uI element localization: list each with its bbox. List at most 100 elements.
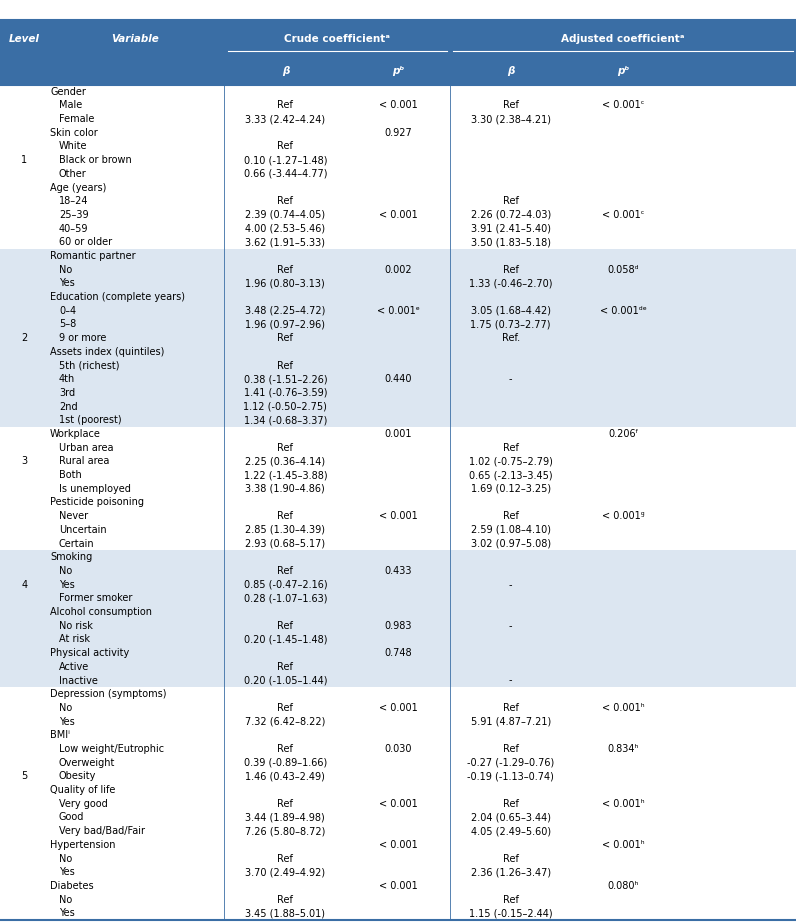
Text: Yes: Yes bbox=[59, 908, 75, 918]
Text: -0.19 (-1.13–0.74): -0.19 (-1.13–0.74) bbox=[467, 772, 554, 781]
Text: 1.33 (-0.46–2.70): 1.33 (-0.46–2.70) bbox=[469, 278, 552, 289]
Text: < 0.001ʰ: < 0.001ʰ bbox=[602, 798, 645, 809]
Text: < 0.001: < 0.001 bbox=[379, 881, 417, 891]
Text: Ref: Ref bbox=[278, 511, 293, 521]
Text: Ref: Ref bbox=[278, 100, 293, 111]
Text: 1.15 (-0.15–2.44): 1.15 (-0.15–2.44) bbox=[469, 908, 552, 918]
Bar bbox=[0, 317, 796, 331]
Text: 3rd: 3rd bbox=[59, 388, 75, 398]
Text: 18–24: 18–24 bbox=[59, 196, 88, 207]
Text: 3.30 (2.38–4.21): 3.30 (2.38–4.21) bbox=[470, 114, 551, 124]
Text: Ref: Ref bbox=[278, 141, 293, 151]
Text: 2.04 (0.65–3.44): 2.04 (0.65–3.44) bbox=[470, 812, 551, 822]
Text: Hypertension: Hypertension bbox=[50, 840, 115, 850]
Text: 3.44 (1.89–4.98): 3.44 (1.89–4.98) bbox=[245, 812, 326, 822]
Text: Both: Both bbox=[59, 470, 82, 480]
Text: No: No bbox=[59, 566, 72, 576]
Text: Ref: Ref bbox=[278, 662, 293, 672]
Text: 2: 2 bbox=[21, 333, 27, 343]
Text: Black or brown: Black or brown bbox=[59, 155, 131, 165]
Text: Alcohol consumption: Alcohol consumption bbox=[50, 607, 152, 617]
Text: β: β bbox=[282, 66, 289, 76]
Text: Ref.: Ref. bbox=[501, 333, 520, 343]
Text: -: - bbox=[509, 676, 513, 686]
Text: Adjusted coefficientᵃ: Adjusted coefficientᵃ bbox=[561, 34, 685, 43]
Bar bbox=[0, 85, 796, 99]
Bar bbox=[0, 728, 796, 742]
Text: Male: Male bbox=[59, 100, 82, 111]
Text: 0.28 (-1.07–1.63): 0.28 (-1.07–1.63) bbox=[244, 594, 327, 603]
Text: Ref: Ref bbox=[278, 703, 293, 713]
Text: 4: 4 bbox=[21, 580, 27, 590]
Text: 4.00 (2.53–5.46): 4.00 (2.53–5.46) bbox=[245, 224, 326, 233]
Text: 25–39: 25–39 bbox=[59, 210, 88, 220]
Text: Ref: Ref bbox=[278, 361, 293, 371]
Text: 1.34 (-0.68–3.37): 1.34 (-0.68–3.37) bbox=[244, 415, 327, 425]
Text: 0.440: 0.440 bbox=[384, 374, 412, 384]
Text: Ref: Ref bbox=[278, 443, 293, 453]
Bar bbox=[0, 386, 796, 400]
Bar bbox=[0, 99, 796, 112]
Text: White: White bbox=[59, 141, 88, 151]
Text: 4.05 (2.49–5.60): 4.05 (2.49–5.60) bbox=[470, 826, 551, 836]
Text: Ref: Ref bbox=[503, 744, 518, 754]
Text: Assets index (quintiles): Assets index (quintiles) bbox=[50, 347, 165, 357]
Bar bbox=[0, 742, 796, 756]
Bar bbox=[0, 578, 796, 592]
Text: -0.27 (-1.29–0.76): -0.27 (-1.29–0.76) bbox=[467, 758, 554, 768]
Text: Yes: Yes bbox=[59, 716, 75, 727]
Text: Ref: Ref bbox=[278, 894, 293, 904]
Bar bbox=[0, 605, 796, 619]
Text: 0.65 (-2.13–3.45): 0.65 (-2.13–3.45) bbox=[469, 470, 552, 480]
Text: Pesticide poisoning: Pesticide poisoning bbox=[50, 498, 144, 507]
Bar bbox=[0, 455, 796, 468]
Text: Ref: Ref bbox=[503, 703, 518, 713]
Bar bbox=[0, 112, 796, 126]
Bar bbox=[0, 592, 796, 605]
Bar bbox=[0, 263, 796, 277]
Text: Ref: Ref bbox=[503, 798, 518, 809]
Text: At risk: At risk bbox=[59, 634, 90, 644]
Text: Inactive: Inactive bbox=[59, 676, 98, 686]
Text: 0.030: 0.030 bbox=[384, 744, 412, 754]
Bar bbox=[0, 304, 796, 317]
Text: -: - bbox=[509, 580, 513, 590]
Bar bbox=[0, 770, 796, 783]
Text: No: No bbox=[59, 894, 72, 904]
Text: 1: 1 bbox=[21, 155, 27, 165]
Text: Ref: Ref bbox=[503, 443, 518, 453]
Bar bbox=[0, 482, 796, 496]
Bar bbox=[0, 523, 796, 537]
Text: 4th: 4th bbox=[59, 374, 75, 384]
Bar bbox=[0, 208, 796, 222]
Text: 40–59: 40–59 bbox=[59, 224, 88, 233]
Text: 0.834ʰ: 0.834ʰ bbox=[607, 744, 639, 754]
Text: Female: Female bbox=[59, 114, 94, 124]
Text: 0.983: 0.983 bbox=[384, 621, 412, 631]
Text: 1.22 (-1.45–3.88): 1.22 (-1.45–3.88) bbox=[244, 470, 327, 480]
Text: -: - bbox=[509, 621, 513, 631]
Text: 1.96 (0.97–2.96): 1.96 (0.97–2.96) bbox=[245, 319, 326, 329]
Bar bbox=[0, 345, 796, 359]
Text: 3.70 (2.49–4.92): 3.70 (2.49–4.92) bbox=[245, 868, 326, 877]
Text: Physical activity: Physical activity bbox=[50, 648, 130, 658]
Text: Very good: Very good bbox=[59, 798, 107, 809]
Text: < 0.001: < 0.001 bbox=[379, 511, 417, 521]
Text: Yes: Yes bbox=[59, 278, 75, 289]
Text: 3.62 (1.91–5.33): 3.62 (1.91–5.33) bbox=[245, 237, 326, 247]
Bar bbox=[0, 838, 796, 852]
Text: < 0.001ᵉ: < 0.001ᵉ bbox=[377, 306, 419, 315]
Text: 3.45 (1.88–5.01): 3.45 (1.88–5.01) bbox=[245, 908, 326, 918]
Text: Ref: Ref bbox=[278, 265, 293, 275]
Text: Certain: Certain bbox=[59, 538, 95, 549]
Text: Is unemployed: Is unemployed bbox=[59, 484, 131, 494]
Bar bbox=[0, 701, 796, 715]
Text: < 0.001ᵍ: < 0.001ᵍ bbox=[602, 511, 645, 521]
Text: 5th (richest): 5th (richest) bbox=[59, 361, 119, 371]
Text: 7.32 (6.42–8.22): 7.32 (6.42–8.22) bbox=[245, 716, 326, 727]
Text: 0.206ᶠ: 0.206ᶠ bbox=[608, 429, 638, 439]
Text: 1.12 (-0.50–2.75): 1.12 (-0.50–2.75) bbox=[244, 402, 327, 411]
Text: Low weight/Eutrophic: Low weight/Eutrophic bbox=[59, 744, 164, 754]
Text: Former smoker: Former smoker bbox=[59, 594, 132, 603]
Text: Gender: Gender bbox=[50, 87, 86, 97]
